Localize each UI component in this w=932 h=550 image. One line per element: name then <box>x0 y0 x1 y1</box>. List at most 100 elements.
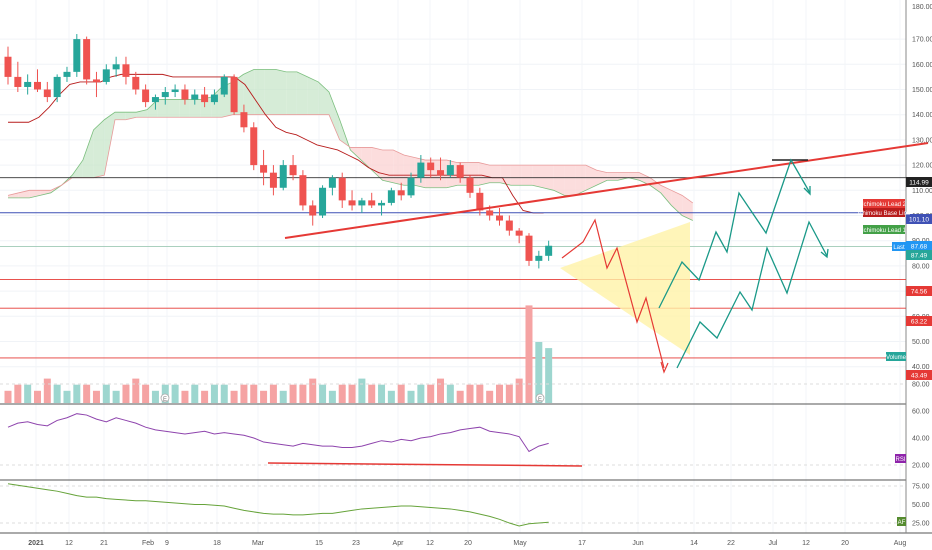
event-marker-label: E <box>163 397 167 403</box>
candle-body <box>378 202 386 206</box>
ichimoku-cloud-segment <box>286 71 297 115</box>
ichimoku-cloud-segment <box>189 99 201 118</box>
volume-bar <box>309 378 317 403</box>
lead1-label: Ichimoku Lead 1 <box>862 228 907 234</box>
time-axis-label: May <box>513 540 527 547</box>
time-axis-label: 21 <box>100 540 108 547</box>
price-axis-label: 120.00 <box>912 163 932 170</box>
green-projection-path-upper <box>658 158 811 309</box>
volume-bar <box>24 384 32 403</box>
candle-body <box>446 165 454 176</box>
volume-bar <box>348 384 356 403</box>
time-axis-label: Aug <box>894 540 907 547</box>
volume-bar <box>210 384 218 403</box>
candle-body <box>33 81 41 90</box>
volume-bar <box>33 390 41 403</box>
candle-body <box>151 97 159 103</box>
ichimoku-cloud-segment <box>564 165 576 196</box>
price-badge-label: 63.22 <box>911 319 928 326</box>
candle-body <box>279 165 287 188</box>
ichimoku-cloud-segment <box>650 177 661 193</box>
ichimoku-cloud-segment <box>318 81 329 115</box>
rsi-label-bg <box>895 454 906 463</box>
volume-bar <box>378 384 386 403</box>
candle-body <box>505 220 513 231</box>
ichimoku-cloud-segment <box>264 69 276 115</box>
candle-body <box>397 190 405 196</box>
price-axis-label: 150.00 <box>912 87 932 94</box>
price-badge <box>906 250 932 260</box>
event-marker-label: E <box>538 397 542 403</box>
candle-body <box>269 172 277 188</box>
volume-bar <box>201 390 209 403</box>
price-badge-label: 87.68 <box>911 244 928 251</box>
volume-bar <box>387 390 395 403</box>
candle-body <box>24 81 32 87</box>
ichimoku-cloud-segment <box>553 165 565 196</box>
candle-body <box>338 177 346 201</box>
candle-body <box>171 89 179 93</box>
ichimoku-cloud-segment <box>628 172 640 181</box>
volume-bar <box>53 384 61 403</box>
event-marker <box>535 393 545 403</box>
price-axis-label: 110.00 <box>912 188 932 195</box>
candle-body <box>427 162 435 171</box>
candle-body <box>102 69 110 82</box>
volume-bar <box>269 384 277 403</box>
volume-bar <box>151 390 159 403</box>
volume-bar <box>456 390 464 403</box>
ichimoku-cloud-segment <box>639 172 650 186</box>
candle-body <box>407 177 415 196</box>
price-axis-label: 160.00 <box>912 62 932 69</box>
volume-bar <box>476 384 484 403</box>
ichimoku-cloud-segment <box>521 165 533 186</box>
candle-body <box>299 175 307 206</box>
volume-bar <box>535 342 543 403</box>
ichimoku-cloud-segment <box>296 71 308 115</box>
candle-body <box>525 235 533 261</box>
ichimoku-cloud-segment <box>510 165 522 186</box>
price-badge <box>906 214 932 224</box>
ichimoku-lead2-line <box>7 114 694 204</box>
ichimoku-cloud-segment <box>254 69 265 115</box>
ichimoku-cloud-segment <box>307 76 319 115</box>
candle-body <box>122 64 130 77</box>
volume-label-bg <box>886 352 906 361</box>
af-axis-label: 75.00 <box>912 484 930 491</box>
ichimoku-cloud-segment <box>393 149 404 186</box>
candle-body <box>466 177 474 193</box>
candle-body <box>260 165 268 173</box>
ichimoku-cloud-segment <box>371 147 383 181</box>
rsi-axis-label: 20.00 <box>912 463 930 470</box>
price-badge-label: 43.49 <box>911 373 928 380</box>
ichimoku-cloud-segment <box>500 165 511 186</box>
last-label-bg <box>892 242 906 251</box>
candle-body <box>348 200 356 206</box>
rsi-support-line <box>267 462 583 467</box>
rising-trendline <box>284 142 929 239</box>
event-marker <box>160 393 170 403</box>
price-badge-label: 87.49 <box>911 253 928 260</box>
time-axis-label: 12 <box>65 540 73 547</box>
time-axis-label: 20 <box>464 540 472 547</box>
volume-bar <box>496 384 503 403</box>
time-axis-label: 12 <box>426 540 434 547</box>
lead2-label-bg <box>863 199 905 208</box>
volume-bar <box>446 384 454 403</box>
candle-body <box>417 162 425 178</box>
ichimoku-cloud-segment <box>489 165 501 183</box>
projection-triangle <box>560 222 690 355</box>
candle-body <box>328 177 336 188</box>
lead1-label-bg <box>863 225 905 234</box>
time-axis-label: 23 <box>352 540 360 547</box>
price-axis-label: 140.00 <box>912 112 932 119</box>
ichimoku-cloud-segment <box>29 190 41 198</box>
candle-body <box>210 94 218 103</box>
volume-bar <box>220 384 228 403</box>
candle-body <box>545 245 553 256</box>
volume-bar <box>132 378 140 403</box>
base-line-label: Ichimoku Base Line <box>858 211 911 217</box>
candle-body <box>14 76 22 87</box>
time-axis-label: 15 <box>315 540 323 547</box>
